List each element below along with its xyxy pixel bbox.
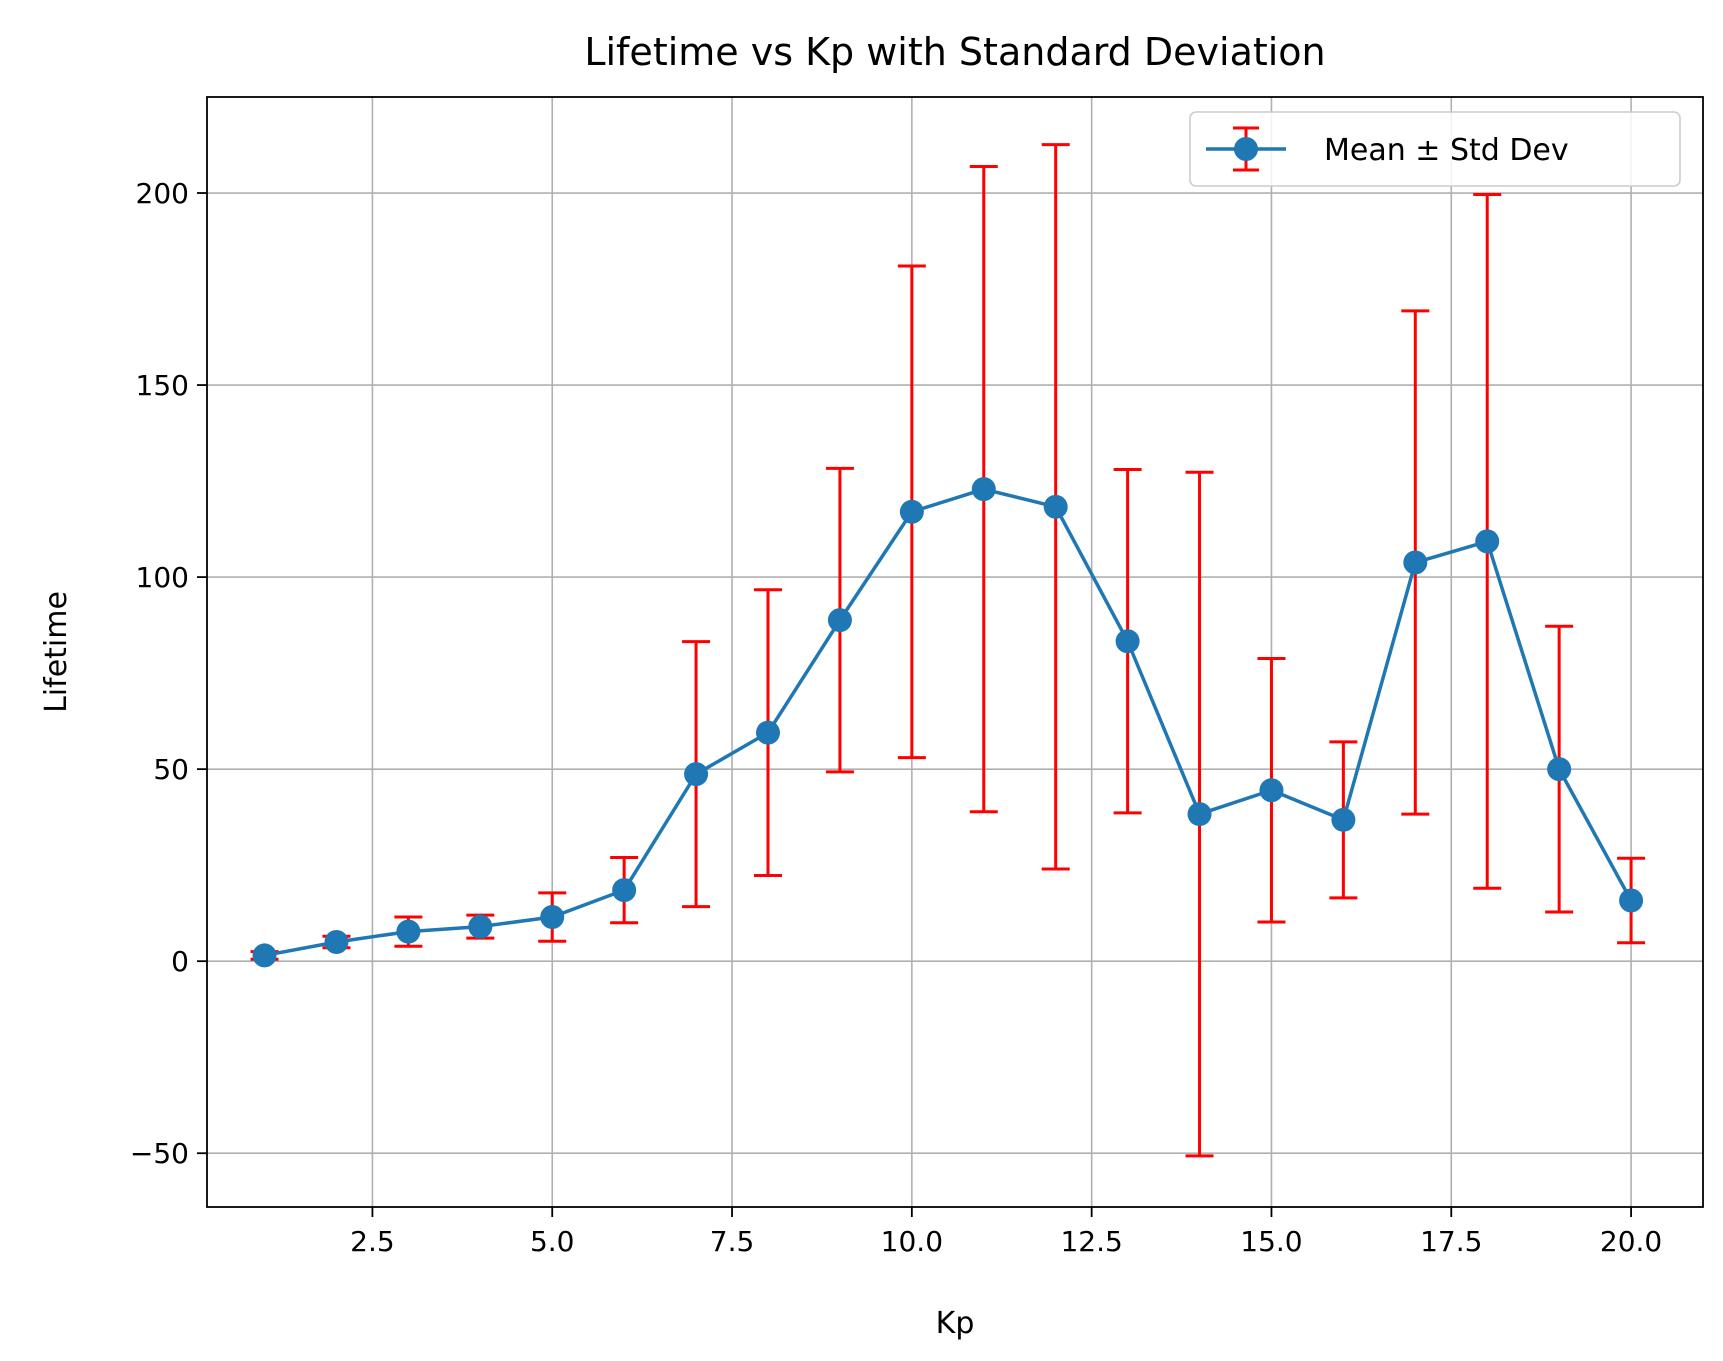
data-point <box>1547 757 1572 782</box>
axis-ticks: 2.5 5.0 7.5 10.0 12.5 15.0 17.5 20.0 −50 0 50 100 15… <box>130 177 1662 1258</box>
legend-marker-icon <box>1234 137 1258 161</box>
data-point <box>1259 778 1284 803</box>
y-tick-label: 50 <box>153 753 189 786</box>
series-line <box>264 487 1633 958</box>
data-point <box>899 499 924 524</box>
data-point <box>324 929 349 954</box>
data-point <box>612 878 637 903</box>
x-tick-label: 7.5 <box>710 1225 755 1258</box>
x-tick-label: 20.0 <box>1600 1225 1662 1258</box>
data-point <box>756 720 780 745</box>
legend-box <box>1189 111 1681 187</box>
data-point <box>1619 888 1644 913</box>
y-tick-label: 0 <box>171 945 189 978</box>
y-tick-label: −50 <box>130 1137 189 1170</box>
x-tick-label: 17.5 <box>1420 1225 1482 1258</box>
data-point <box>1043 494 1068 519</box>
data-point <box>1331 807 1356 832</box>
data-point <box>1475 529 1500 554</box>
data-point <box>1115 629 1140 654</box>
legend: Mean ± Std Dev <box>1189 111 1681 187</box>
data-point <box>1403 550 1428 575</box>
y-tick-label: 200 <box>136 177 189 210</box>
data-point <box>252 943 277 968</box>
x-tick-label: 5.0 <box>530 1225 575 1258</box>
plot-area <box>250 143 1646 1158</box>
chart-title: Lifetime vs Kp with Standard Deviation <box>584 30 1325 74</box>
data-point <box>684 762 709 787</box>
data-point <box>396 919 421 944</box>
x-tick-label: 12.5 <box>1060 1225 1122 1258</box>
y-tick-label: 100 <box>136 561 189 594</box>
legend-label: Mean ± Std Dev <box>1324 133 1569 168</box>
x-tick-label: 15.0 <box>1240 1225 1302 1258</box>
plot-frame <box>206 96 1704 1208</box>
x-tick-label: 10.0 <box>881 1225 943 1258</box>
data-point <box>468 914 493 939</box>
x-tick-label: 2.5 <box>350 1225 395 1258</box>
data-point <box>540 905 565 930</box>
y-tick-label: 150 <box>136 369 189 402</box>
y-axis-label: Lifetime <box>39 591 74 713</box>
data-point <box>1187 802 1212 827</box>
data-point <box>827 608 852 633</box>
x-axis-label: Kp <box>936 1306 975 1341</box>
grid-lines <box>207 97 1703 1207</box>
data-point <box>971 477 996 502</box>
